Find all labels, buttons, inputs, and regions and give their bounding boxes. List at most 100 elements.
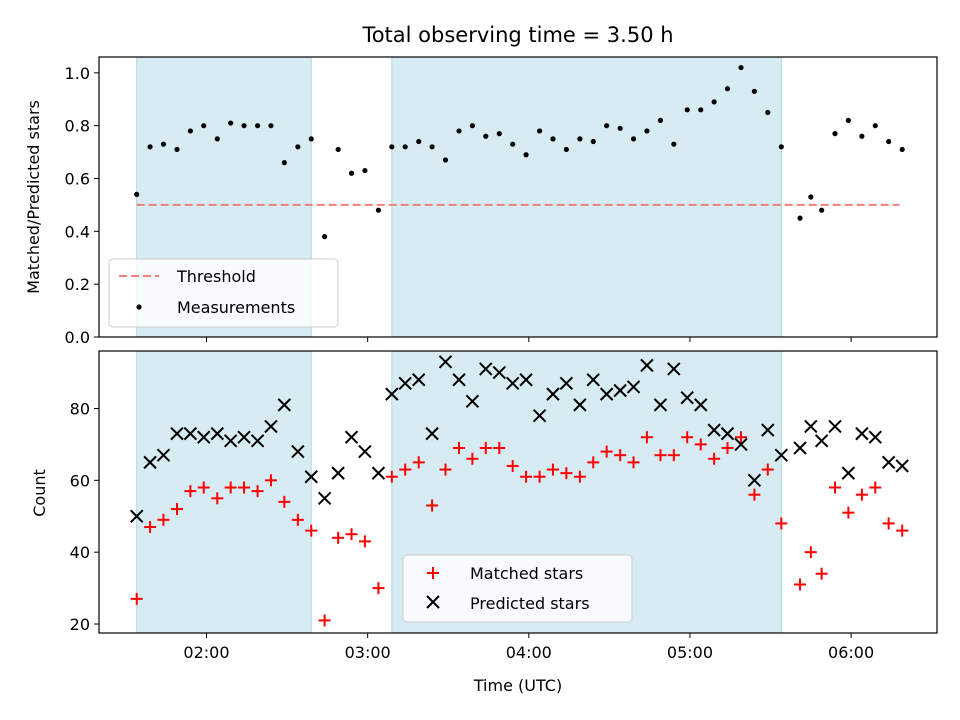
predicted-star-point [546, 387, 560, 401]
ratio-y-tick-label: 0.2 [65, 275, 90, 294]
measurement-point [322, 234, 328, 240]
predicted-star-marker-b [197, 430, 211, 444]
measurement-point [536, 128, 543, 134]
matched-star-point [399, 463, 412, 476]
measurement-point [671, 141, 677, 147]
measurement-point [899, 146, 905, 153]
measurement-point [308, 136, 314, 142]
matched-star-point [385, 470, 398, 483]
matched-star-point [224, 481, 237, 494]
measurement-point [254, 123, 261, 129]
predicted-star-marker-b [385, 387, 399, 401]
count-panel-frame [98, 350, 938, 634]
matched-star-point [761, 463, 774, 476]
count-y-tick-label: 80 [70, 399, 90, 418]
matched-star-point [681, 431, 694, 444]
predicted-star-marker-b [707, 423, 721, 437]
predicted-star-marker-b [855, 426, 869, 441]
predicted-star-point [868, 430, 882, 444]
measurements-points [134, 64, 905, 240]
predicted-star-marker-b [358, 444, 372, 459]
measurement-point [456, 128, 462, 134]
ratio-y-axis-label: Matched/Predicted stars [24, 100, 43, 294]
predicted-star-point [804, 419, 818, 434]
predicted-star-marker-b [183, 426, 198, 441]
predicted-stars-points [130, 355, 909, 523]
predicted-star-point [425, 426, 439, 441]
measurement-point [684, 107, 690, 113]
matched-star-point [358, 535, 371, 548]
measurement-point [778, 144, 784, 150]
predicted-star-marker-b [895, 459, 909, 473]
predicted-star-marker-b [452, 373, 466, 387]
predicted-star-marker-b [793, 441, 807, 455]
matched-star-point [721, 441, 734, 454]
predicted-star-point [156, 448, 171, 462]
ratio-y-tick-label: 1.0 [65, 64, 90, 83]
count-y-axis-label: Count [30, 469, 49, 517]
measurement-point [819, 207, 825, 213]
matched-star-point [157, 513, 170, 526]
ratio-legend-box [108, 258, 339, 328]
predicted-star-point [720, 426, 735, 441]
observing-interval-1 [136, 350, 312, 634]
predicted-star-point [613, 383, 627, 398]
measurement-point [241, 123, 247, 129]
predicted-star-point [519, 373, 533, 387]
measurement-point [160, 141, 167, 147]
predicted-star-point [505, 376, 520, 391]
matched-star-point [694, 438, 707, 451]
count-panel: 20 40 60 80 02:00 03:00 04:00 05:00 06:00 Count… [30, 350, 938, 695]
measurement-point [268, 123, 274, 129]
matched-star-point [278, 495, 291, 508]
time-x-tick-label: 05:00 [667, 643, 713, 662]
matched-star-point [412, 456, 425, 469]
predicted-star-marker-b [694, 398, 708, 412]
predicted-star-point [398, 376, 412, 391]
matched-star-point [251, 485, 264, 498]
matched-stars-legend-swatch [427, 567, 439, 579]
predicted-star-point [143, 455, 157, 470]
predicted-star-point [895, 459, 909, 473]
predicted-star-point [532, 408, 547, 423]
measurement-point [174, 146, 180, 153]
predicted-star-marker-b [653, 398, 668, 412]
predicted-star-marker-b [841, 466, 856, 480]
measurements-legend-swatch [136, 304, 142, 310]
predicted-star-marker-b [532, 408, 547, 423]
measurement-point [751, 88, 758, 94]
observing-interval-2 [391, 56, 782, 338]
predicted-star-point [452, 373, 466, 387]
measurement-point [375, 207, 382, 213]
measurement-point [348, 170, 355, 176]
predicted-star-point [210, 426, 224, 441]
matched-star-point [493, 441, 506, 454]
predicted-star-marker-b [264, 419, 278, 434]
predicted-star-point [331, 466, 345, 480]
predicted-stars-legend-swatch [426, 595, 440, 609]
matched-stars-points [130, 431, 909, 627]
time-x-tick-label: 02:00 [183, 643, 229, 662]
matched-star-point [804, 546, 817, 559]
predicted-star-marker-b [425, 426, 439, 441]
matched-star-point [345, 528, 358, 541]
threshold-legend-label: Threshold [176, 267, 256, 286]
predicted-star-marker-b [210, 426, 224, 441]
predicted-star-marker-b [344, 430, 359, 444]
predicted-star-marker-b [505, 376, 520, 391]
predicted-star-point [479, 362, 493, 376]
predicted-star-point [586, 373, 600, 387]
predicted-star-point [183, 426, 198, 441]
matched-star-point [506, 459, 519, 472]
ratio-y-tick-label: 0.6 [65, 170, 90, 189]
measurement-point [644, 128, 650, 134]
predicted-star-marker-b [492, 365, 507, 380]
measurement-point [550, 136, 556, 142]
predicted-star-marker-b [250, 434, 265, 448]
measurement-point [281, 160, 287, 166]
ratio-panel-y-ticks: 0.0 0.2 0.4 0.6 0.8 1.0 [65, 64, 99, 347]
predicted-star-marker-b [720, 426, 735, 441]
matched-star-point [130, 592, 143, 605]
ratio-panel-shading [136, 56, 782, 338]
